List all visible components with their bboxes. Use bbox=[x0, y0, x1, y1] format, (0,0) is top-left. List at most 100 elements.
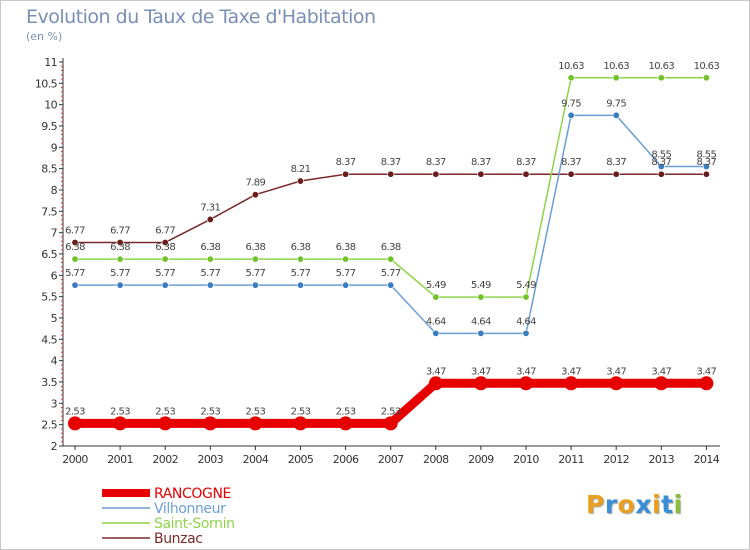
data-label: 6.38 bbox=[245, 242, 265, 253]
y-tick-label: 2.5 bbox=[41, 419, 57, 432]
data-label: 6.77 bbox=[110, 225, 130, 236]
chart-title: Evolution du Taux de Taxe d'Habitation bbox=[26, 6, 376, 28]
data-point bbox=[342, 255, 350, 263]
data-point bbox=[342, 170, 350, 178]
data-label: 4.64 bbox=[426, 316, 446, 327]
y-tick-label: 5 bbox=[51, 312, 58, 325]
data-point bbox=[519, 376, 533, 391]
x-tick-label: 2008 bbox=[423, 453, 449, 466]
data-point bbox=[612, 170, 620, 178]
data-label: 2.53 bbox=[155, 406, 175, 417]
series-line-vilhonneur bbox=[75, 114, 707, 335]
data-label: 5.77 bbox=[200, 268, 220, 279]
y-tick-label: 7.5 bbox=[41, 205, 57, 218]
data-point bbox=[68, 416, 82, 431]
x-tick-label: 2006 bbox=[333, 453, 359, 466]
data-label: 7.31 bbox=[200, 202, 220, 213]
data-label: 2.53 bbox=[291, 406, 311, 417]
x-tick-label: 2002 bbox=[152, 453, 178, 466]
x-tick-label: 2003 bbox=[197, 453, 223, 466]
logo-letter: i bbox=[673, 490, 683, 519]
y-tick-label: 10 bbox=[44, 99, 57, 112]
data-label: 8.37 bbox=[561, 157, 581, 168]
data-point bbox=[702, 74, 710, 82]
data-label: 5.77 bbox=[336, 268, 356, 279]
data-label: 8.55 bbox=[696, 150, 716, 161]
data-point bbox=[71, 281, 79, 289]
y-tick-label: 3.5 bbox=[41, 376, 57, 389]
data-label: 6.38 bbox=[381, 242, 401, 253]
x-tick-label: 2000 bbox=[62, 453, 88, 466]
data-point bbox=[477, 170, 485, 178]
x-tick-label: 2009 bbox=[468, 453, 494, 466]
x-tick-label: 2004 bbox=[243, 453, 269, 466]
y-tick-label: 9.5 bbox=[41, 120, 57, 133]
y-tick-label: 9 bbox=[51, 141, 58, 154]
data-point bbox=[699, 376, 714, 391]
logo-letter: r bbox=[604, 490, 618, 519]
data-label: 6.77 bbox=[65, 225, 85, 236]
data-point bbox=[564, 376, 579, 391]
data-label: 2.53 bbox=[245, 406, 265, 417]
data-point bbox=[293, 416, 308, 431]
data-point bbox=[206, 281, 214, 289]
data-point bbox=[654, 376, 669, 391]
data-point bbox=[567, 74, 575, 82]
logo-letter: o bbox=[617, 490, 636, 519]
data-label: 6.38 bbox=[336, 242, 356, 253]
data-point bbox=[113, 416, 128, 431]
x-tick-label: 2010 bbox=[513, 453, 539, 466]
data-point bbox=[251, 281, 259, 289]
data-point bbox=[342, 281, 350, 289]
x-tick-label: 2007 bbox=[378, 453, 404, 466]
data-label: 8.37 bbox=[471, 157, 491, 168]
data-point bbox=[206, 255, 214, 263]
logo-letter: P bbox=[586, 490, 605, 519]
y-tick-label: 3 bbox=[51, 397, 58, 410]
data-label: 6.77 bbox=[155, 225, 175, 236]
data-label: 3.47 bbox=[561, 366, 581, 377]
data-label: 5.49 bbox=[471, 280, 491, 291]
legend-label: Vilhonneur bbox=[154, 501, 226, 517]
data-point bbox=[161, 238, 169, 246]
data-point bbox=[206, 215, 214, 223]
y-tick-label: 6 bbox=[51, 269, 58, 282]
data-label: 8.37 bbox=[696, 157, 716, 168]
data-point bbox=[248, 416, 263, 431]
proxiti-logo: Proxiti bbox=[586, 490, 683, 519]
y-tick-label: 5.5 bbox=[41, 291, 57, 304]
data-point bbox=[473, 376, 488, 391]
y-tick-label: 6.5 bbox=[41, 248, 57, 261]
data-point bbox=[71, 255, 79, 263]
data-label: 3.47 bbox=[426, 366, 446, 377]
data-label: 10.63 bbox=[558, 61, 584, 72]
data-point bbox=[432, 170, 440, 178]
data-point bbox=[161, 255, 169, 263]
data-label: 8.37 bbox=[516, 157, 536, 168]
data-point bbox=[477, 329, 485, 337]
data-point bbox=[612, 74, 620, 82]
data-point bbox=[387, 281, 395, 289]
data-label: 2.53 bbox=[336, 406, 356, 417]
data-label: 5.77 bbox=[110, 268, 130, 279]
data-label: 8.37 bbox=[651, 157, 671, 168]
data-point bbox=[158, 416, 173, 431]
data-point bbox=[296, 255, 304, 263]
data-label: 6.38 bbox=[155, 242, 175, 253]
y-tick-label: 11 bbox=[44, 56, 57, 69]
data-label: 2.53 bbox=[381, 406, 401, 417]
y-tick-label: 8 bbox=[51, 184, 58, 197]
data-label: 8.37 bbox=[381, 157, 401, 168]
legend-label: Bunzac bbox=[154, 531, 203, 547]
y-axis-unit: (en %) bbox=[26, 30, 63, 43]
data-label: 5.77 bbox=[65, 268, 85, 279]
data-label: 8.37 bbox=[426, 157, 446, 168]
data-label: 7.89 bbox=[245, 178, 265, 189]
series-line-saint-sornin bbox=[75, 77, 707, 298]
data-label: 3.47 bbox=[606, 366, 626, 377]
data-point bbox=[567, 111, 575, 119]
x-tick-label: 2013 bbox=[648, 453, 674, 466]
data-label: 5.77 bbox=[245, 268, 265, 279]
x-tick-label: 2011 bbox=[558, 453, 584, 466]
